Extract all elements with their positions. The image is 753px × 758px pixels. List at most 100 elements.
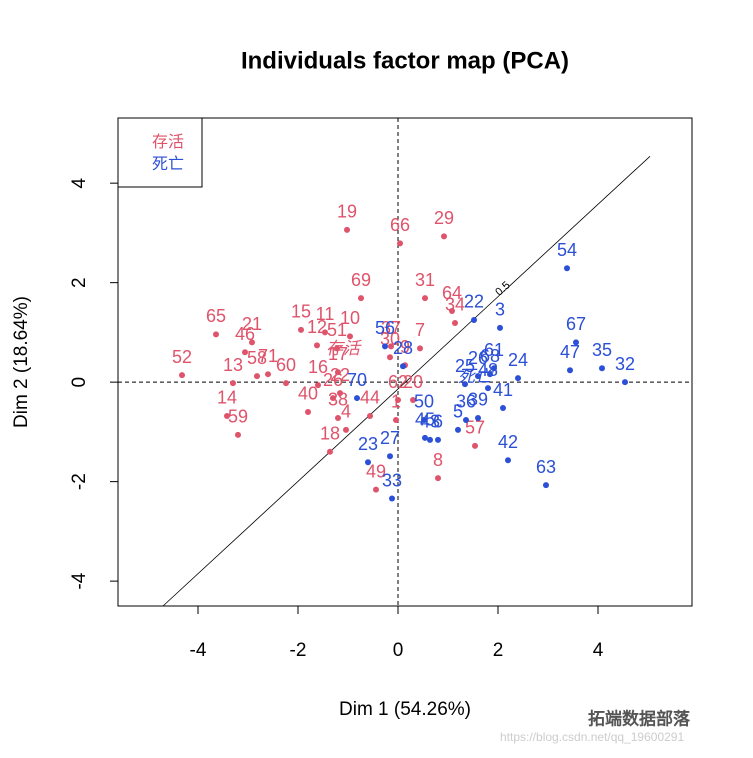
point-label: 70 [347,370,367,390]
point-label: 14 [217,388,237,408]
point [455,426,461,433]
x-tick-label: -4 [190,640,207,661]
point [400,363,406,370]
point [254,373,260,380]
point [472,442,478,449]
y-tick-label: -4 [69,572,90,589]
point-label: 25 [455,356,475,376]
point-label: 51 [327,320,347,340]
point [622,379,628,386]
point-label: 32 [615,354,635,374]
point-label: 52 [172,347,192,367]
point-label: 20 [403,372,423,392]
point-label: 59 [228,407,248,427]
point [298,326,304,333]
point-label: 68 [480,346,500,366]
point-label: 13 [223,355,243,375]
y-tick-label: -2 [69,473,90,490]
legend-box [117,117,203,188]
point [265,371,271,378]
watermark: 拓端数据部落 [588,708,691,728]
point [335,369,341,376]
point-label: 22 [464,292,484,312]
point-label: 37 [381,318,401,338]
point [393,416,399,423]
x-tick-label: -2 [290,640,307,661]
point [599,365,605,372]
x-tick-label: 2 [493,640,504,661]
point-label: 16 [308,357,328,377]
point-label: 67 [566,314,586,334]
point-label: 60 [276,355,296,375]
point [314,342,320,349]
point-label: 71 [258,346,278,366]
point-label: 26 [468,348,488,368]
point-label: 64 [442,283,462,303]
point [515,375,521,382]
point-label: 65 [206,306,226,326]
point-label: 1 [391,392,401,412]
point [343,426,349,433]
point [463,416,469,423]
point-label: 63 [536,457,556,477]
point-label: 9 [400,337,410,357]
point [224,412,230,419]
point [505,457,511,464]
point [322,329,328,336]
point [471,316,477,323]
point-label: 11 [316,304,335,324]
point-label: 8 [433,450,443,470]
point-label: 54 [557,240,577,260]
point-label: 10 [340,308,360,328]
point-label: 45 [415,410,435,430]
point [567,367,573,374]
point-label: 42 [498,432,518,452]
point-label: 47 [560,342,580,362]
point [367,412,373,419]
point-label: 31 [415,270,435,290]
point-label: 12 [307,317,327,337]
point [485,385,491,392]
point-label: 3 [495,300,505,320]
point-label: 41 [493,380,513,400]
chart-title: Individuals factor map (PCA) [241,47,569,74]
point-label: 56 [375,318,395,338]
legend-label: 死亡 [152,155,184,173]
point-label: 4 [341,402,351,422]
point-label: 62 [388,372,408,392]
point-label: 21 [242,314,262,334]
point-label: 23 [358,434,378,454]
y-axis-label: Dim 2 (18.64%) [11,296,32,428]
point [382,343,388,350]
point-label: 28 [393,338,413,358]
point [395,397,401,404]
point [573,339,579,346]
point [387,453,393,460]
point [497,324,503,331]
point-label: 48 [478,360,498,380]
point [354,395,360,402]
point [330,395,336,402]
point-label: 24 [508,350,528,370]
point [315,382,321,389]
point [449,308,455,315]
point [337,390,343,397]
point-label: 22 [330,365,350,385]
point [358,295,364,302]
point [242,349,248,356]
point-label: 43 [420,412,440,432]
point-label: 46 [235,324,255,344]
point-label: 57 [465,418,485,438]
point-label: 18 [320,424,340,444]
y-tick-label: 2 [69,277,90,288]
point [373,486,379,493]
point-label: 7 [415,320,425,340]
point [491,365,497,372]
point [441,233,447,240]
point [235,431,241,438]
plot-frame [117,117,693,607]
point [230,380,236,387]
point [365,459,371,466]
